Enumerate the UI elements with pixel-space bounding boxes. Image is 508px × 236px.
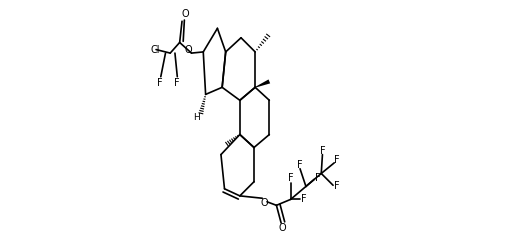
Text: O: O <box>184 45 192 55</box>
Text: F: F <box>157 78 163 88</box>
Text: F: F <box>315 173 321 183</box>
Text: Cl: Cl <box>151 45 160 55</box>
Text: F: F <box>320 146 325 156</box>
Text: F: F <box>288 173 294 183</box>
Text: F: F <box>334 156 339 165</box>
Text: F: F <box>301 194 306 204</box>
Text: O: O <box>181 9 189 19</box>
Text: O: O <box>278 223 286 233</box>
Text: F: F <box>334 181 339 191</box>
Text: O: O <box>260 198 268 208</box>
Text: H: H <box>194 114 200 122</box>
Text: F: F <box>174 78 180 88</box>
Text: F: F <box>297 160 303 170</box>
Polygon shape <box>255 80 270 88</box>
